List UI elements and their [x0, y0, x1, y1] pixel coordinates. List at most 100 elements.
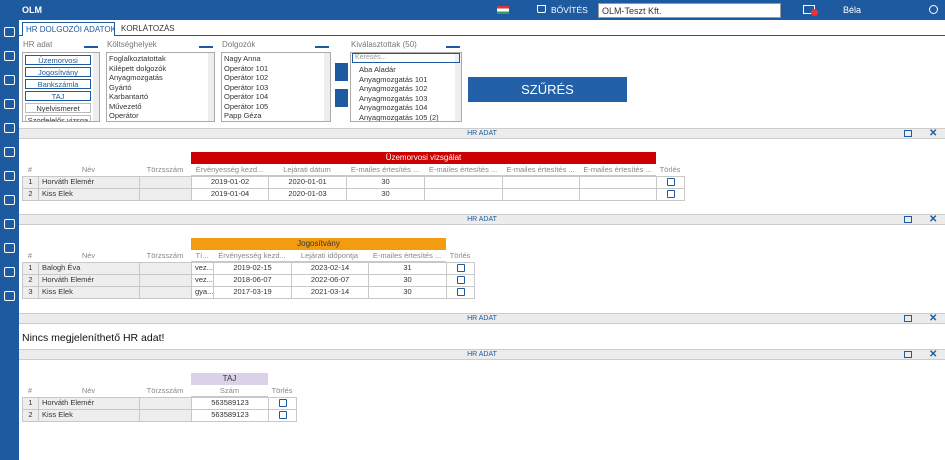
- hr-type-button[interactable]: Üzemorvosi: [25, 55, 91, 65]
- table-cell: 2021-03-14: [291, 286, 369, 299]
- list-item[interactable]: Karbantartó: [109, 92, 149, 101]
- delete-checkbox[interactable]: [278, 399, 287, 407]
- sidebar-icon[interactable]: [4, 243, 15, 253]
- column-header: Név: [81, 251, 96, 260]
- filter-icons[interactable]: [315, 41, 329, 48]
- scrollbar[interactable]: [93, 53, 99, 121]
- close-icon[interactable]: ✕: [929, 349, 938, 360]
- window-icon[interactable]: [904, 130, 912, 137]
- list-item[interactable]: Operátor 101: [224, 63, 269, 73]
- list-item[interactable]: Operátor 103: [224, 82, 269, 92]
- close-icon[interactable]: ✕: [929, 128, 938, 139]
- close-icon[interactable]: ✕: [929, 214, 938, 225]
- sidebar-icon[interactable]: [4, 147, 15, 157]
- flag[interactable]: [497, 6, 509, 14]
- column-header: Szám: [191, 385, 268, 397]
- badge: [811, 9, 818, 16]
- company-select[interactable]: OLM-Teszt Kft.: [598, 3, 781, 18]
- table-cell: [139, 286, 192, 299]
- filter-icons[interactable]: [84, 41, 98, 48]
- sidebar-icon[interactable]: [4, 99, 15, 109]
- list-item[interactable]: Operátor 105: [224, 101, 269, 111]
- sidebar-icon[interactable]: [4, 291, 15, 301]
- list-item[interactable]: Anyagmozgatás: [109, 73, 163, 82]
- list-item[interactable]: Papp Géza: [224, 111, 262, 120]
- sidebar-icon[interactable]: [4, 51, 15, 61]
- column-header: Törzsszám: [146, 251, 184, 260]
- column-header: Név: [81, 386, 96, 395]
- sidebar-icon[interactable]: [4, 171, 15, 181]
- sidebar-icon[interactable]: [4, 75, 15, 85]
- table-cell: gya...: [191, 286, 214, 299]
- delete-checkbox[interactable]: [278, 411, 287, 419]
- hr-type-button[interactable]: Jogosítvány: [25, 67, 91, 77]
- table-cell: [502, 188, 580, 201]
- window-icon[interactable]: [904, 216, 912, 223]
- list-item[interactable]: Operátor 102: [224, 73, 269, 82]
- list-item[interactable]: Művezető: [109, 101, 142, 111]
- list-item[interactable]: Nagy Anna: [224, 54, 261, 63]
- column-header: #: [27, 251, 33, 260]
- cart-icon[interactable]: [537, 5, 546, 13]
- sidebar-icon[interactable]: [4, 195, 15, 205]
- delete-checkbox[interactable]: [666, 178, 675, 186]
- list-item[interactable]: Aba Aladár: [359, 65, 396, 74]
- column-header: E-mailes értesítés ...: [368, 250, 446, 262]
- section-bar: HR ADAT: [19, 313, 945, 324]
- scrollbar[interactable]: [324, 53, 330, 121]
- sidebar-icon[interactable]: [4, 123, 15, 133]
- list-item[interactable]: Gyártó: [109, 82, 132, 92]
- column-header: E-mailes értesítés ...: [502, 164, 579, 176]
- table-cell: 2: [22, 188, 39, 201]
- delete-checkbox[interactable]: [456, 276, 465, 284]
- section-bar: HR ADAT: [19, 349, 945, 360]
- hr-type-button[interactable]: Bankszámla: [25, 79, 91, 89]
- delete-checkbox[interactable]: [666, 190, 675, 198]
- scrollbar[interactable]: [208, 53, 214, 121]
- list-item[interactable]: Anyagmozgatás 105 (2): [359, 112, 439, 122]
- sidebar-icon[interactable]: [4, 267, 15, 277]
- table-cell: 563589123: [191, 409, 269, 422]
- power-icon[interactable]: [929, 5, 938, 14]
- column-header: Lejárati dátum: [268, 164, 346, 176]
- column-header: Név: [81, 165, 96, 174]
- list-item[interactable]: Operátor: [109, 111, 139, 120]
- table-cell: 2020-01-03: [268, 188, 347, 201]
- scrollbar[interactable]: [455, 53, 461, 121]
- filter-button[interactable]: SZŰRÉS: [468, 77, 627, 102]
- list-item[interactable]: Foglalkoztatottak: [109, 54, 166, 63]
- tab[interactable]: KORLÁTOZÁS: [121, 24, 175, 33]
- hr-type-button[interactable]: Szorfelelős vizsga: [25, 115, 91, 121]
- filter-icons[interactable]: [446, 41, 460, 48]
- tab-active[interactable]: HR DOLGOZÓI ADATOK: [22, 22, 115, 36]
- user-name[interactable]: Béla: [843, 5, 862, 15]
- hr-type-button[interactable]: Nyelvismeret: [25, 103, 91, 113]
- close-icon[interactable]: ✕: [929, 313, 938, 324]
- move-right[interactable]: [335, 63, 348, 81]
- table-cell: 3: [22, 286, 39, 299]
- filter-list: Foglalkoztatottak Kilépett dolgozók Anyagm…: [106, 52, 215, 122]
- logo[interactable]: OLM: [22, 5, 42, 15]
- list-item[interactable]: Anyagmozgatás 104: [359, 103, 428, 112]
- list-item[interactable]: Anyagmozgatás 103: [359, 93, 428, 103]
- window-icon[interactable]: [904, 351, 912, 358]
- list-item[interactable]: Kilépett dolgozók: [109, 63, 167, 73]
- table-cell: [139, 188, 192, 201]
- window-icon[interactable]: [904, 315, 912, 322]
- hr-type-button[interactable]: TAJ: [25, 91, 91, 101]
- delete-checkbox[interactable]: [456, 288, 465, 296]
- filter-label: Kiválasztottak (50): [351, 40, 417, 49]
- list-item[interactable]: Operátor 104: [224, 92, 269, 101]
- move-left[interactable]: [335, 89, 348, 107]
- filter-icons[interactable]: [199, 41, 213, 48]
- list-item[interactable]: Anyagmozgatás 101: [359, 74, 428, 84]
- column-header: Érvényesség kezd...: [213, 250, 291, 262]
- search-input[interactable]: Keresés...: [352, 53, 460, 63]
- list-item[interactable]: Anyagmozgatás 102: [359, 84, 428, 93]
- sidebar-icon[interactable]: [4, 27, 15, 37]
- delete-checkbox[interactable]: [456, 264, 465, 272]
- extend-link[interactable]: BŐVÍTÉS: [551, 5, 588, 15]
- sidebar-icon[interactable]: [4, 219, 15, 229]
- table-cell: [446, 262, 475, 275]
